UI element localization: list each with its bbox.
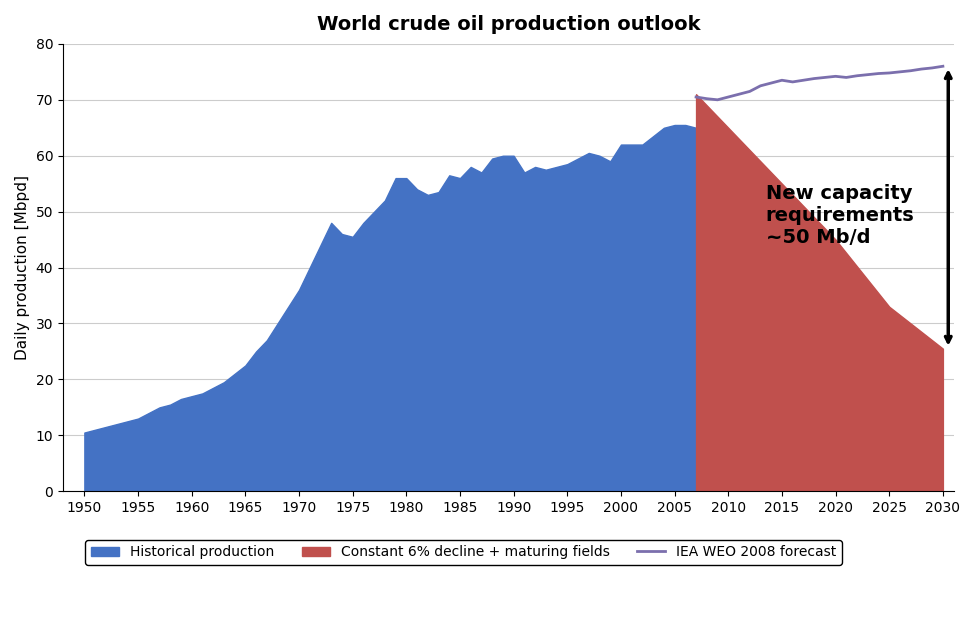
Y-axis label: Daily production [Mbpd]: Daily production [Mbpd]: [15, 175, 30, 360]
Legend: Historical production, Constant 6% decline + maturing fields, IEA WEO 2008 forec: Historical production, Constant 6% decli…: [85, 540, 842, 565]
Text: New capacity
requirements
~50 Mb/d: New capacity requirements ~50 Mb/d: [766, 183, 914, 247]
Title: World crude oil production outlook: World crude oil production outlook: [317, 15, 700, 34]
